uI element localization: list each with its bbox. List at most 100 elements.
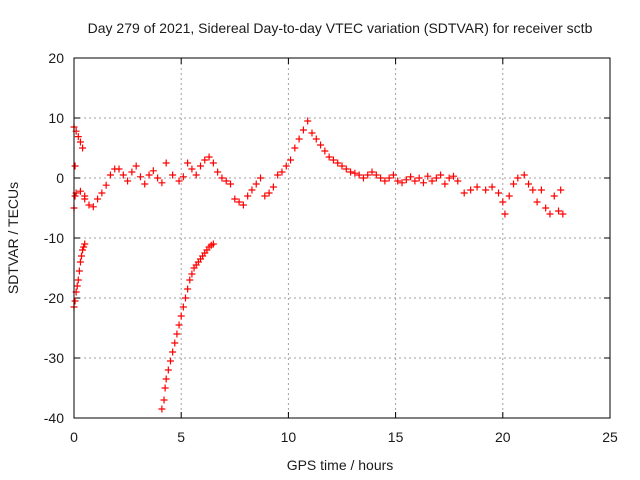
data-point-main-track [351,169,359,177]
data-point-main-track [222,177,230,185]
data-point-main-track [304,117,312,125]
data-point-main-track [321,147,329,155]
data-point-main-track [278,168,286,176]
data-point-main-track [158,179,166,187]
data-point-steep-track [188,270,196,278]
data-point-main-track [355,171,363,179]
data-point-main-track [473,183,481,191]
data-point-main-track [136,173,144,181]
data-point-main-track [179,173,187,181]
data-point-left-drop-track [79,246,87,254]
x-tick-label: 25 [602,429,618,445]
data-point-main-track [252,180,260,188]
data-point-main-track [102,181,110,189]
data-point-main-track [501,210,509,218]
y-axis-label: SDTVAR / TECUs [5,182,21,294]
data-point-main-track [520,171,528,179]
y-tick-label: -10 [44,230,64,246]
data-point-main-track [402,176,410,184]
data-point-main-track [89,203,97,211]
data-point-main-track [359,174,367,182]
data-point-left-drop-track [76,258,84,266]
data-point-steep-track [177,312,185,320]
data-point-main-track [449,172,457,180]
data-point-main-track [555,207,563,215]
data-point-left-drop-track [80,243,88,251]
data-point-main-track [184,159,192,167]
data-point-main-track [467,186,475,194]
data-point-main-track [214,168,222,176]
data-point-main-track [533,198,541,206]
x-tick-label: 10 [281,429,297,445]
data-point-steep-track [164,366,172,374]
data-point-main-track [317,141,325,149]
data-point-steep-track [173,330,181,338]
data-point-main-track [231,195,239,203]
data-point-steep-track [184,285,192,293]
data-point-steep-track [171,339,179,347]
data-point-main-track [389,171,397,179]
data-point-main-track [274,171,282,179]
data-point-main-track [499,198,507,206]
data-point-main-track [291,144,299,152]
data-point-main-track [287,156,295,164]
data-point-isolated [71,192,79,200]
data-point-main-track [415,174,423,182]
data-point-main-track [149,167,157,175]
data-point-main-track [74,133,82,141]
data-point-main-track [244,192,252,200]
data-point-main-track [94,195,102,203]
data-point-main-track [115,165,123,173]
data-point-steep-track [169,348,177,356]
data-point-left-drop-track [73,282,81,290]
data-point-steep-track [161,384,169,392]
y-tick-label: -20 [44,290,64,306]
data-point-main-track [205,153,213,161]
data-point-main-track [209,159,217,167]
data-point-main-track [398,179,406,187]
data-point-main-track [188,165,196,173]
data-point-main-track [437,171,445,179]
data-point-main-track [377,174,385,182]
data-point-steep-track [158,405,166,413]
data-point-steep-track [186,276,194,284]
data-point-main-track [141,180,149,188]
data-point-isolated [81,192,89,200]
data-point-main-track [201,156,209,164]
data-point-main-track [424,172,432,180]
data-point-main-track [372,171,380,179]
data-point-left-drop-track [75,267,83,275]
y-tick-label: 20 [48,50,64,66]
data-point-main-track [428,177,436,185]
data-point-steep-track [166,357,174,365]
data-point-main-track [419,179,427,187]
x-tick-label: 20 [495,429,511,445]
data-point-main-track [432,174,440,182]
x-tick-label: 5 [177,429,185,445]
data-point-main-track [257,174,265,182]
data-point-main-track [347,168,355,176]
data-point-main-track [227,180,235,188]
data-point-left-drop-track [78,252,86,260]
data-point-main-track [342,165,350,173]
data-point-isolated [76,187,84,195]
data-point-left-drop-track [71,297,79,305]
data-point-main-track [265,189,273,197]
data-point-main-track [169,171,177,179]
data-point-main-track [460,189,468,197]
data-point-main-track [295,135,303,143]
y-tick-label: -30 [44,350,64,366]
data-point-main-track [269,183,277,191]
data-point-steep-track [162,375,170,383]
data-point-main-track [550,192,558,200]
data-point-main-track [154,174,162,182]
data-point-main-track [235,198,243,206]
data-point-steep-track [160,396,168,404]
plot-frame [73,57,611,419]
data-point-steep-track [179,303,187,311]
data-point-main-track [542,204,550,212]
data-point-main-track [132,162,140,170]
data-point-main-track [329,156,337,164]
data-point-main-track [162,159,170,167]
